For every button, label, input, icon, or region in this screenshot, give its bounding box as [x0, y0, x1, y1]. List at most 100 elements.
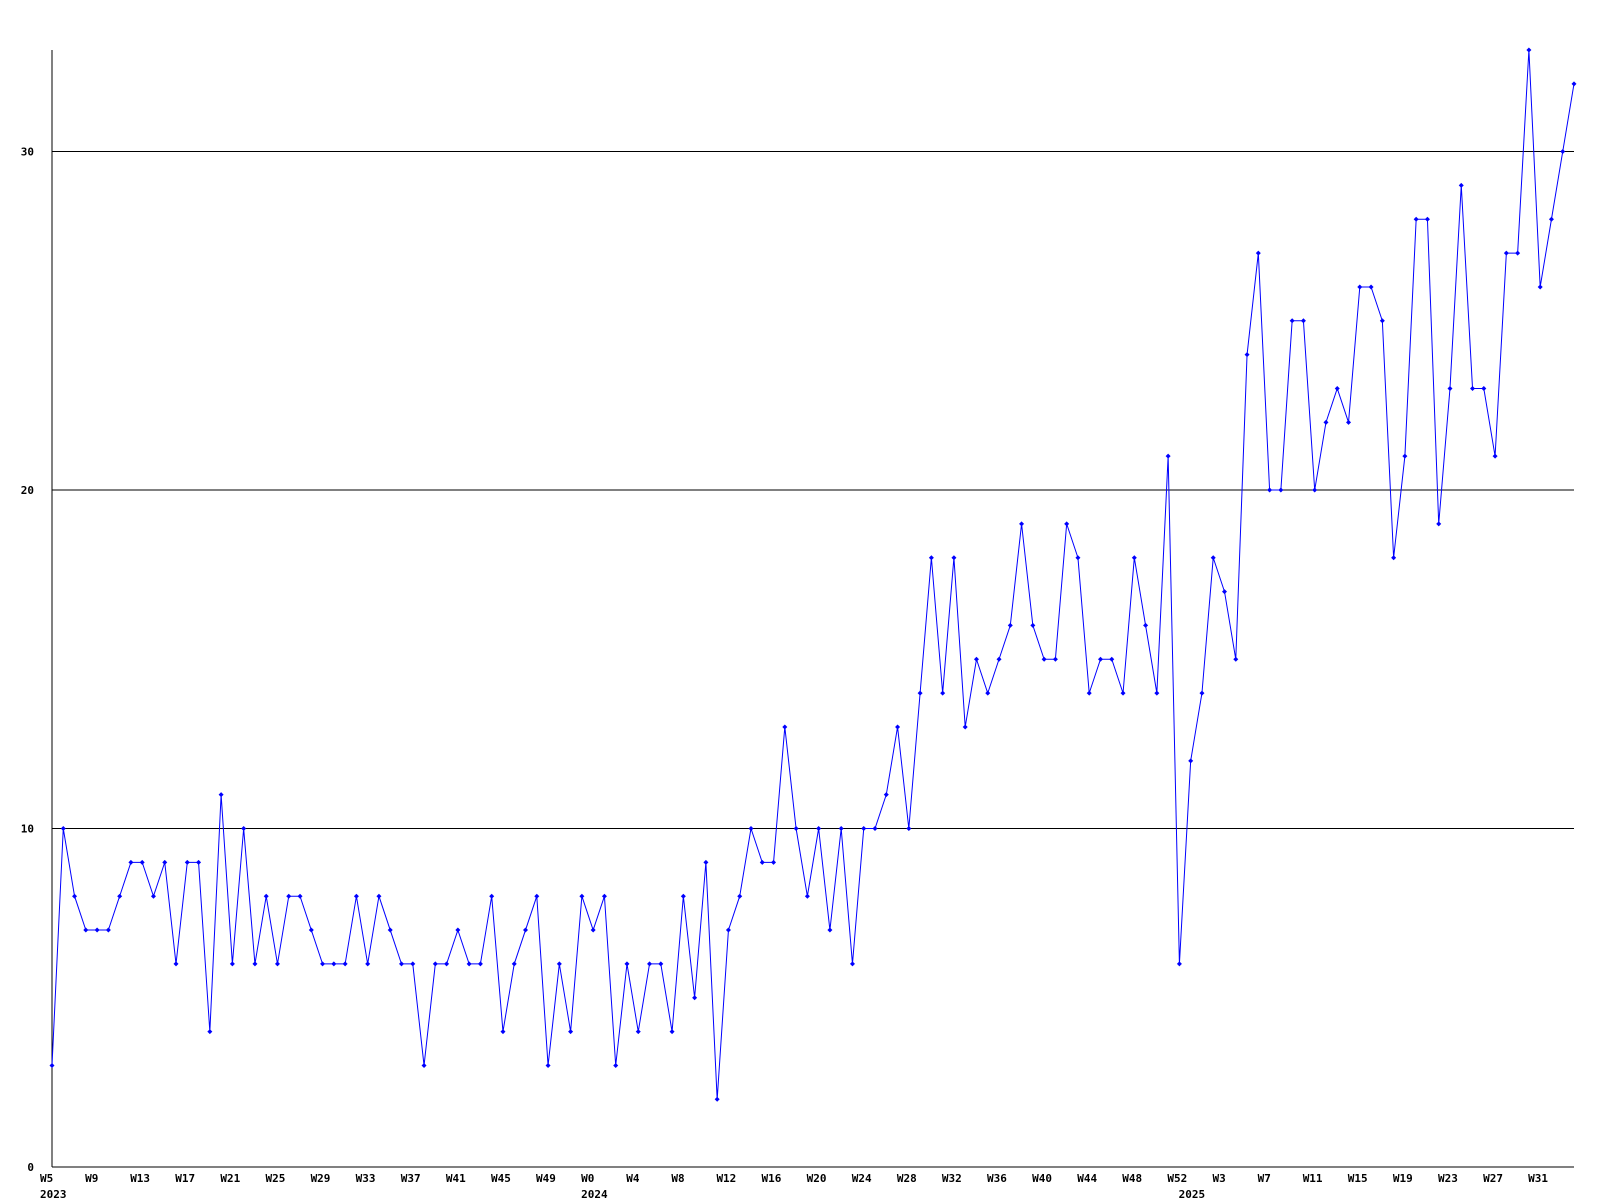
- data-point: [635, 1029, 641, 1035]
- x-tick-label: W28: [897, 1172, 917, 1185]
- data-point: [500, 1029, 506, 1035]
- x-tick-label: W11: [1303, 1172, 1323, 1185]
- data-point: [466, 961, 472, 967]
- data-point: [1503, 250, 1509, 256]
- data-point: [1447, 385, 1453, 391]
- data-point: [1413, 216, 1419, 222]
- data-point: [725, 927, 731, 933]
- data-point: [1041, 656, 1047, 662]
- data-point: [804, 893, 810, 899]
- x-tick-label: W7: [1258, 1172, 1271, 1185]
- data-point: [1109, 656, 1115, 662]
- data-point: [263, 893, 269, 899]
- data-point: [331, 961, 337, 967]
- data-point: [1176, 961, 1182, 967]
- data-point: [861, 826, 867, 832]
- data-point: [816, 826, 822, 832]
- x-tick-label: W0: [581, 1172, 594, 1185]
- data-point: [1323, 419, 1329, 425]
- data-point: [940, 690, 946, 696]
- data-point: [286, 893, 292, 899]
- data-point: [207, 1029, 213, 1035]
- data-point: [162, 859, 168, 865]
- x-tick-label: W40: [1032, 1172, 1052, 1185]
- data-point: [647, 961, 653, 967]
- data-point: [545, 1062, 551, 1068]
- data-point: [1267, 487, 1273, 493]
- y-tick-label: 0: [27, 1161, 34, 1174]
- data-point: [1131, 555, 1137, 561]
- data-point: [1222, 589, 1228, 595]
- data-point: [1368, 284, 1374, 290]
- data-point: [1210, 555, 1216, 561]
- data-point: [105, 927, 111, 933]
- data-point: [297, 893, 303, 899]
- data-point: [1548, 216, 1554, 222]
- data-point: [917, 690, 923, 696]
- data-point: [669, 1029, 675, 1035]
- data-point: [827, 927, 833, 933]
- data-point: [139, 859, 145, 865]
- data-point: [410, 961, 416, 967]
- data-point: [150, 893, 156, 899]
- data-point: [1436, 521, 1442, 527]
- x-tick-label: W4: [626, 1172, 640, 1185]
- data-point: [703, 859, 709, 865]
- data-point: [872, 826, 878, 832]
- x-tick-label: W3: [1213, 1172, 1226, 1185]
- data-point: [951, 555, 957, 561]
- data-point: [184, 859, 190, 865]
- data-point: [737, 893, 743, 899]
- data-point: [906, 826, 912, 832]
- data-point: [962, 724, 968, 730]
- data-point: [229, 961, 235, 967]
- x-tick-label: W8: [671, 1172, 684, 1185]
- data-point: [658, 961, 664, 967]
- y-tick-label: 30: [21, 146, 34, 159]
- data-point: [173, 961, 179, 967]
- data-point: [274, 961, 280, 967]
- year-label: 2023: [40, 1188, 67, 1200]
- data-point: [1571, 81, 1577, 87]
- data-point: [714, 1096, 720, 1102]
- data-point: [117, 893, 123, 899]
- data-point: [365, 961, 371, 967]
- x-tick-label: W32: [942, 1172, 962, 1185]
- data-point: [1560, 149, 1566, 155]
- data-point: [455, 927, 461, 933]
- data-point: [60, 826, 66, 832]
- x-tick-label: W44: [1077, 1172, 1097, 1185]
- x-tick-label: W41: [446, 1172, 466, 1185]
- x-tick-label: W36: [987, 1172, 1007, 1185]
- data-point: [996, 656, 1002, 662]
- data-point: [1346, 419, 1352, 425]
- data-point: [1052, 656, 1058, 662]
- data-point: [1030, 622, 1036, 628]
- data-point: [49, 1062, 55, 1068]
- data-point: [771, 859, 777, 865]
- x-tick-label: W49: [536, 1172, 556, 1185]
- data-point: [624, 961, 630, 967]
- data-point: [353, 893, 359, 899]
- data-point: [1075, 555, 1081, 561]
- data-point: [1334, 385, 1340, 391]
- data-point: [523, 927, 529, 933]
- data-point: [1537, 284, 1543, 290]
- data-point: [883, 792, 889, 798]
- data-point: [1458, 182, 1464, 188]
- x-tick-label: W27: [1483, 1172, 1503, 1185]
- data-point: [1154, 690, 1160, 696]
- data-point: [1515, 250, 1521, 256]
- data-point: [1233, 656, 1239, 662]
- x-tick-label: W48: [1122, 1172, 1142, 1185]
- data-point: [1424, 216, 1430, 222]
- data-point: [308, 927, 314, 933]
- x-tick-label: W16: [762, 1172, 782, 1185]
- x-tick-label: W5: [40, 1172, 53, 1185]
- data-point: [1097, 656, 1103, 662]
- data-point: [1402, 453, 1408, 459]
- data-point: [759, 859, 765, 865]
- data-point: [973, 656, 979, 662]
- data-point: [1379, 318, 1385, 324]
